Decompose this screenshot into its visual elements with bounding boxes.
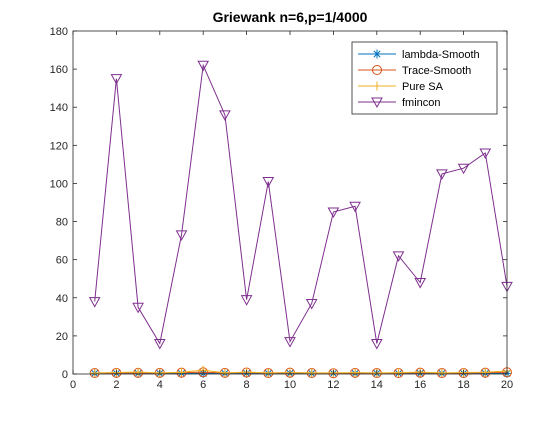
data-point [414,278,427,289]
legend: lambda-Smooth Trace-Smooth Pure SA fmincon [351,41,498,115]
legend-entry: Trace-Smooth [358,65,471,77]
legend-label: fmincon [402,97,441,109]
data-point [262,177,275,188]
y-tick-label: 0 [62,369,68,381]
y-tick-label: 120 [50,140,68,152]
x-tick-label: 4 [157,379,163,391]
data-point [305,298,318,310]
legend-swatch-marker [372,49,382,59]
x-tick-label: 20 [501,379,513,391]
data-point [90,368,100,378]
data-point [240,295,253,306]
data-point [394,368,403,378]
data-point [133,367,143,377]
data-point [220,368,230,378]
series-fmincon [88,60,513,350]
legend-entry: lambda-Smooth [358,49,480,61]
data-point [436,169,448,180]
axes-layer: 0 2 4 6 8 10 12 14 16 18 20 0 20 40 60 80 100 120 140 160 18… [50,26,513,391]
data-point [132,302,144,314]
data-point [307,368,317,378]
data-point [263,368,273,378]
legend-label: Trace-Smooth [402,65,471,77]
legend-label: Pure SA [402,81,444,93]
legend-swatch-marker [372,65,382,75]
data-point [88,297,101,308]
data-point [457,163,470,175]
data-point [110,74,123,85]
data-point [392,251,405,262]
legend-swatch-marker [372,81,382,91]
legend-entry: Pure SA [358,81,444,93]
data-point [197,60,210,72]
series-line [94,63,508,345]
x-tick-label: 14 [371,379,383,391]
x-tick-label: 12 [327,379,339,391]
x-tick-label: 10 [284,379,296,391]
legend-swatch-marker [371,97,383,109]
data-point [175,230,188,241]
data-point [153,339,166,350]
legend-entry: fmincon [358,97,441,109]
data-point [350,368,360,378]
x-tick-label: 2 [113,379,119,391]
data-point [327,207,340,219]
data-point [437,368,447,378]
y-tick-label: 160 [50,64,68,76]
chart-title: Griewank n=6,p=1/4000 [213,9,368,25]
y-tick-label: 140 [50,102,68,114]
data-point [480,367,490,377]
y-tick-label: 40 [56,293,68,305]
y-tick-label: 180 [50,26,68,38]
y-tick-label: 80 [56,217,68,229]
data-point [284,337,296,348]
x-tick-label: 16 [414,379,426,391]
y-tick-label: 60 [56,255,68,267]
legend-label: lambda-Smooth [402,49,480,61]
x-tick-label: 18 [457,379,469,391]
data-point [349,201,361,213]
y-tick-label: 20 [56,331,68,343]
data-point [479,148,492,159]
data-point [219,110,231,121]
y-tick-label: 100 [50,178,68,190]
data-point [370,339,383,350]
x-tick-label: 8 [244,379,250,391]
x-tick-label: 0 [70,379,76,391]
data-point [177,367,186,377]
x-tick-label: 6 [200,379,206,391]
